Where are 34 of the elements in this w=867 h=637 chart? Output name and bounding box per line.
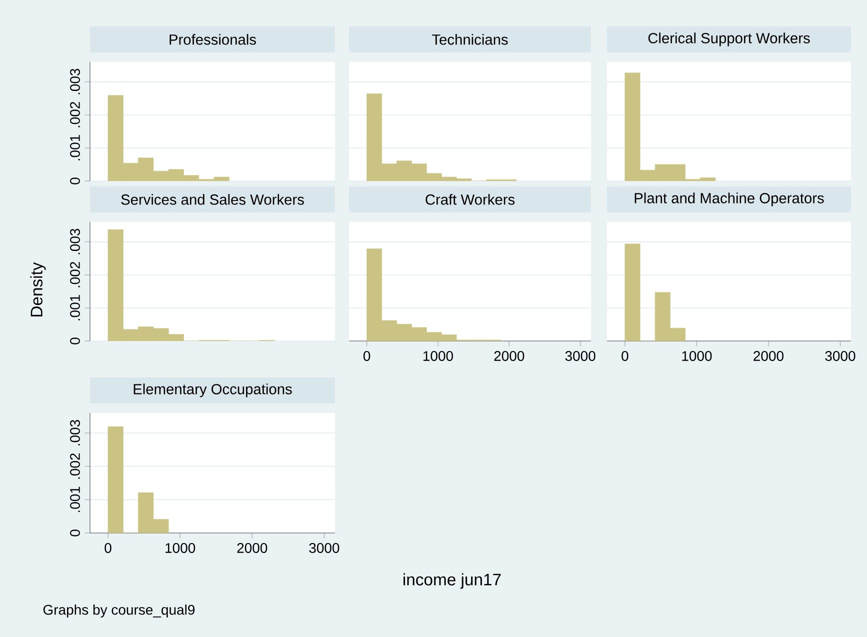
x-tick-label: 3000	[309, 543, 340, 553]
y-axis-title: Density	[30, 262, 46, 316]
y-tick-label: .003	[70, 420, 80, 446]
y-tick-label: .002	[70, 453, 80, 479]
y-tick-label: 0	[70, 338, 80, 344]
x-tick-label: 1000	[166, 543, 196, 553]
x-tick-label: 0	[622, 351, 628, 361]
y-tick-label: .001	[70, 295, 80, 320]
chart-title: Technicians	[432, 34, 508, 45]
chart-title: Professionals	[170, 34, 256, 45]
chart-title: Plant and Machine Operators	[634, 192, 824, 206]
y-tick-label: .002	[70, 262, 80, 288]
y-tick-label: .003	[70, 68, 80, 94]
y-tick-label: .001	[70, 486, 80, 512]
chart-title: Craft Workers	[426, 194, 515, 205]
y-tick-label: .003	[70, 228, 80, 254]
chart-title: Services and Sales Workers	[121, 194, 304, 205]
x-tick-label: 1000	[423, 351, 453, 361]
y-tick-label: .001	[70, 135, 80, 160]
chart-title: Clerical Support Workers	[648, 32, 810, 46]
x-tick-label: 3000	[565, 351, 596, 361]
chart-title: Elementary Occupations	[134, 384, 292, 398]
x-tick-label: 2000	[494, 351, 524, 361]
x-tick-label: 2000	[237, 543, 268, 553]
y-tick-label: 0	[70, 530, 80, 536]
x-tick-label: 3000	[825, 351, 856, 361]
x-axis-title: income jun17	[404, 573, 501, 589]
y-tick-label: .002	[70, 102, 80, 128]
text: Graphs by course_qual9	[43, 604, 195, 618]
x-tick-label: 0	[363, 351, 370, 361]
x-tick-label: 0	[104, 543, 112, 553]
x-tick-label: 2000	[754, 351, 784, 361]
x-tick-label: 1000	[682, 351, 712, 361]
y-tick-label: 0	[70, 178, 80, 184]
